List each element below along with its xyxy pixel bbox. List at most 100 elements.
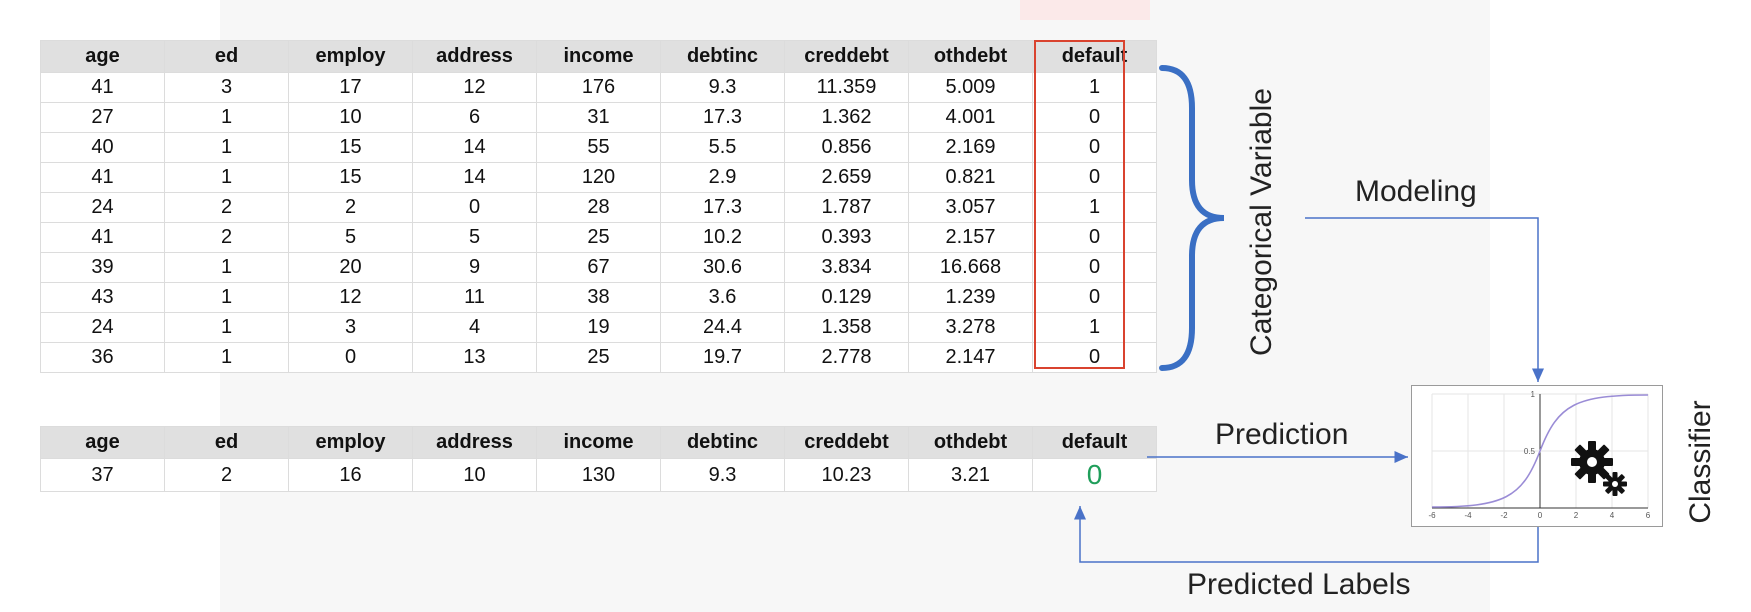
table-cell: 19.7 [660,342,785,373]
table-row: 43 1 12 11 38 3.6 0.129 1.239 0 [40,282,1157,313]
table-cell: 1 [164,102,289,133]
table-cell: 10.23 [784,458,909,492]
table-cell: 1 [164,282,289,313]
predicted-default-cell: 0 [1032,458,1157,492]
classifier-label: Classifier [1684,400,1717,524]
x-tick-label: 2 [1574,511,1579,520]
table-cell: 24 [40,192,165,223]
table-cell: 55 [536,132,661,163]
modeling-arrow [1305,217,1544,382]
x-tick-label: -2 [1500,511,1508,520]
column-header: employ [288,426,413,459]
table-row: 41 1 15 14 120 2.9 2.659 0.821 0 [40,162,1157,193]
table-cell: 14 [412,162,537,193]
table-cell: 15 [288,162,413,193]
table-cell: 2.659 [784,162,909,193]
table-cell: 0.856 [784,132,909,163]
classifier-box: -6 -4 -2 0 2 4 6 1 0.5 [1411,385,1663,527]
default-cell: 0 [1032,252,1157,283]
table-cell: 17 [288,72,413,103]
table-row: 39 1 20 9 67 30.6 3.834 16.668 0 [40,252,1157,283]
table-cell: 176 [536,72,661,103]
new-sample-table: age ed employ address income debtinc creddebt o… [40,426,1157,492]
column-header: default [1032,40,1157,73]
sigmoid-curve [1431,394,1649,508]
table-cell: 9.3 [660,458,785,492]
column-header: age [40,40,165,73]
table-cell: 1.239 [908,282,1033,313]
table-cell: 5.009 [908,72,1033,103]
table-cell: 37 [40,458,165,492]
table-cell: 120 [536,162,661,193]
table-cell: 14 [412,132,537,163]
background-watermark-accent [1020,0,1150,20]
table-cell: 2 [164,222,289,253]
sigmoid-plot: -6 -4 -2 0 2 4 6 1 0.5 [1428,390,1651,520]
x-tick-label: 6 [1646,511,1651,520]
x-tick-label: 0 [1538,511,1543,520]
table-cell: 9 [412,252,537,283]
default-cell: 0 [1032,222,1157,253]
table-cell: 2.157 [908,222,1033,253]
table-cell: 28 [536,192,661,223]
modeling-label: Modeling [1355,175,1477,208]
table-cell: 9.3 [660,72,785,103]
table-cell: 39 [40,252,165,283]
table-row: 41 3 17 12 176 9.3 11.359 5.009 1 [40,72,1157,103]
prediction-label: Prediction [1215,418,1349,451]
table-row: 36 1 0 13 25 19.7 2.778 2.147 0 [40,342,1157,373]
header-row: age ed employ address income debtinc creddebt o… [40,40,1157,73]
table-cell: 16 [288,458,413,492]
table-cell: 4 [412,312,537,343]
curly-brace [1159,65,1225,371]
table-cell: 10 [412,458,537,492]
default-cell: 0 [1032,102,1157,133]
x-tick-label: -4 [1464,511,1472,520]
default-cell: 0 [1032,282,1157,313]
table-cell: 130 [536,458,661,492]
default-cell: 1 [1032,192,1157,223]
table-cell: 0.821 [908,162,1033,193]
table-cell: 41 [40,222,165,253]
table-cell: 6 [412,102,537,133]
table-row: 40 1 15 14 55 5.5 0.856 2.169 0 [40,132,1157,163]
table-cell: 10.2 [660,222,785,253]
column-header: income [536,40,661,73]
table-row: 27 1 10 6 31 17.3 1.362 4.001 0 [40,102,1157,133]
table-cell: 1 [164,162,289,193]
table-cell: 13 [412,342,537,373]
table-cell: 2 [164,192,289,223]
table-cell: 10 [288,102,413,133]
table-cell: 15 [288,132,413,163]
table-cell: 12 [412,72,537,103]
table-cell: 41 [40,162,165,193]
default-cell: 0 [1032,132,1157,163]
default-cell: 1 [1032,72,1157,103]
table-cell: 11 [412,282,537,313]
table-cell: 30.6 [660,252,785,283]
x-tick-label: 4 [1610,511,1615,520]
default-column-highlight [1034,40,1125,369]
table-cell: 5 [412,222,537,253]
column-header: address [412,40,537,73]
column-header: address [412,426,537,459]
table-cell: 3 [164,72,289,103]
table-row: 41 2 5 5 25 10.2 0.393 2.157 0 [40,222,1157,253]
column-header: creddebt [784,426,909,459]
table-cell: 0.129 [784,282,909,313]
table-cell: 25 [536,342,661,373]
table-cell: 36 [40,342,165,373]
table-cell: 1 [164,342,289,373]
column-header: creddebt [784,40,909,73]
table-cell: 0 [288,342,413,373]
table-cell: 1.358 [784,312,909,343]
table-cell: 20 [288,252,413,283]
y-tick-label: 1 [1531,390,1536,399]
table-cell: 2.169 [908,132,1033,163]
table-cell: 3.21 [908,458,1033,492]
table-cell: 27 [40,102,165,133]
column-header: default [1032,426,1157,459]
table-cell: 40 [40,132,165,163]
column-header: debtinc [660,40,785,73]
column-header: age [40,426,165,459]
